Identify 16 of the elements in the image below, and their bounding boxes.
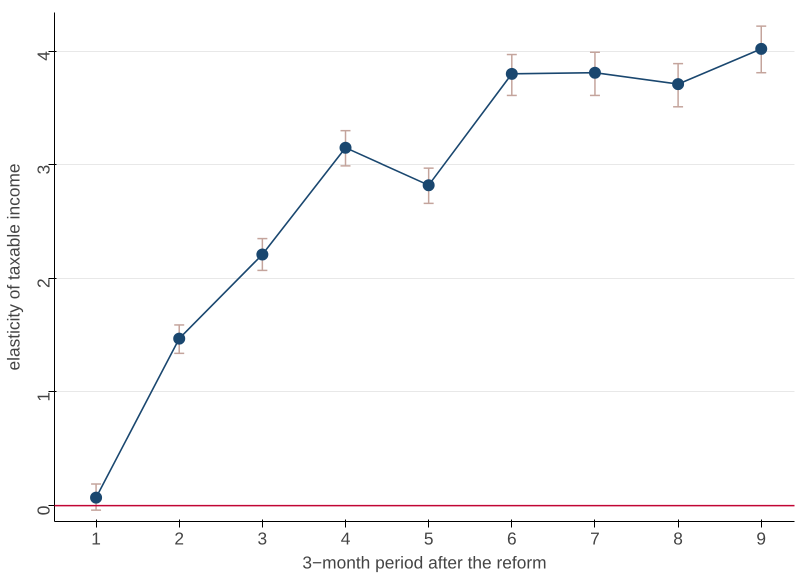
x-tick-label: 7 — [590, 528, 600, 548]
y-axis-title: elasticity of taxable income — [4, 163, 24, 371]
y-tick-label: 2 — [34, 278, 54, 288]
y-tick-label: 4 — [34, 50, 54, 61]
x-tick-label: 4 — [340, 528, 351, 548]
y-tick-label: 0 — [34, 506, 54, 516]
x-tick-label: 2 — [174, 528, 184, 548]
x-tick-label: 6 — [506, 528, 517, 548]
x-tick-label: 9 — [756, 528, 766, 548]
x-axis-title: 3−month period after the reform — [302, 552, 547, 572]
y-tick-label: 1 — [34, 392, 54, 402]
x-tick-label: 5 — [424, 528, 434, 548]
x-tick-label: 8 — [673, 528, 683, 548]
x-tick-label: 3 — [258, 528, 268, 548]
x-tick-label: 1 — [91, 528, 101, 548]
y-tick-label: 3 — [34, 164, 54, 174]
